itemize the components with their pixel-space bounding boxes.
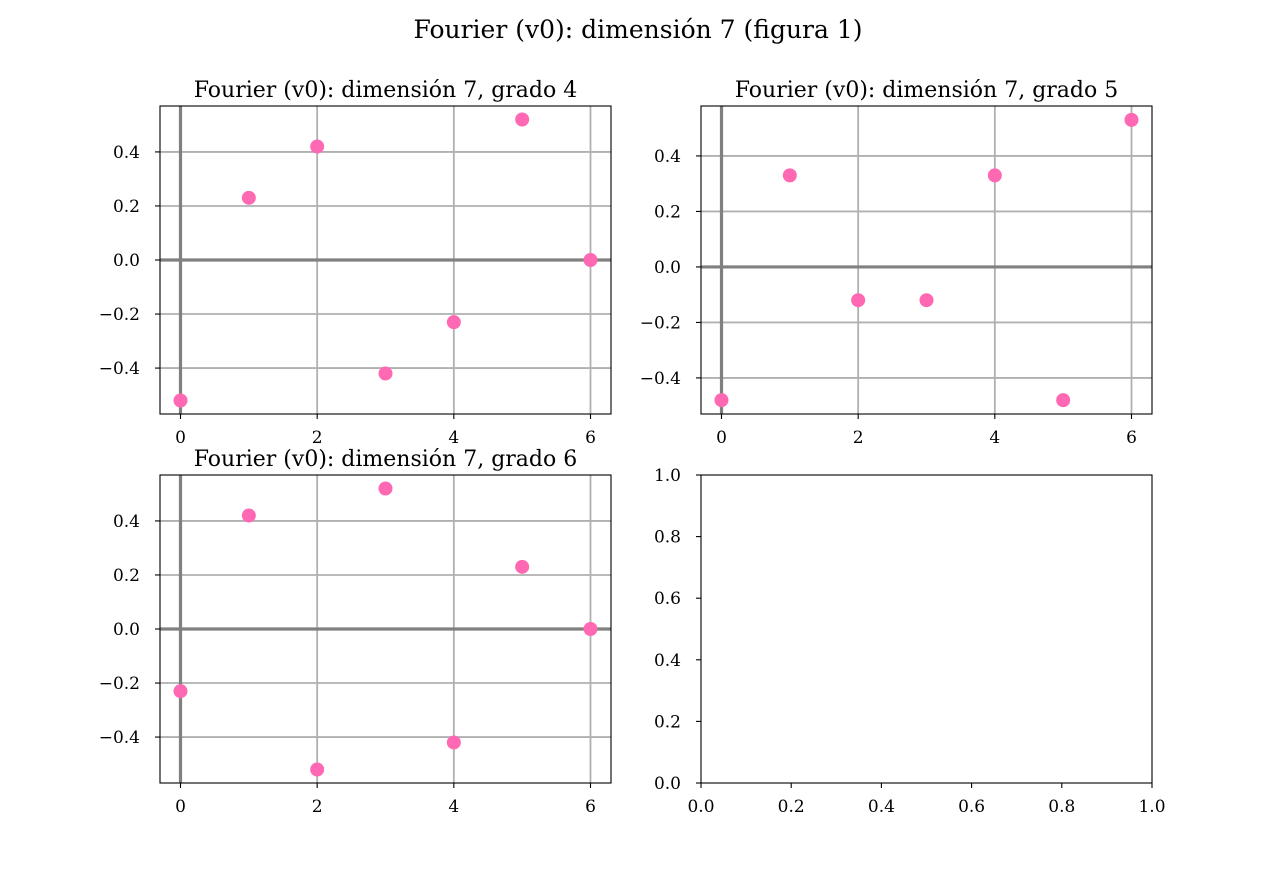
x-tick-label: 6 [585,428,596,448]
axes-frame [700,474,1153,784]
subplot-grid: 0 2 4 6 −0.4 −0.2 0.0 0.2 0.4 Fourier (v0): dimen… [99,78,1166,817]
axes-frame [700,105,1153,415]
x-tick-label: 0 [175,428,186,448]
figure-title: Fourier (v0): dimensión 7 (figura 1) [413,15,862,44]
y-tick-label: −0.2 [640,313,681,333]
y-tick-label: −0.4 [640,369,681,389]
x-tick-label: 0.4 [868,797,895,817]
x-tick-label: 2 [312,428,323,448]
y-tick-label: 0.2 [113,197,140,217]
data-point [851,293,866,308]
x-tick-label: 4 [448,428,459,448]
y-tick-label: 0.8 [654,528,681,548]
subplot-2: 0 2 4 6 −0.4 −0.2 0.0 0.2 0.4 Fourier (v0): dimen… [640,78,1153,448]
data-point [173,684,188,699]
y-tick-label: 0.4 [654,651,681,671]
y-tick-label: 0.2 [113,566,140,586]
data-point [1124,112,1139,127]
data-point [1056,393,1071,408]
data-point [515,559,530,574]
y-tick-label: 0.2 [654,712,681,732]
data-point [241,190,256,205]
data-point [310,762,325,777]
x-tick-label: 0 [716,428,727,448]
data-point [173,393,188,408]
data-point [583,622,598,636]
data-point [241,508,256,523]
x-tick-label: 0.6 [958,797,985,817]
data-point [378,366,393,381]
x-tick-label: 0.2 [778,797,805,817]
x-tick-label: 6 [1126,428,1137,448]
y-tick-label: −0.4 [99,359,140,379]
y-tick-label: 0.0 [113,620,140,640]
y-tick-label: 0.4 [113,143,140,163]
data-point [782,168,797,183]
data-point [515,112,530,127]
data-point [378,481,393,496]
y-tick-label: 0.0 [113,251,140,271]
x-tick-label: 1.0 [1138,797,1165,817]
data-point [310,139,325,154]
subplot-4: 0.0 0.2 0.4 0.6 0.8 1.0 0.0 0.2 0.4 0.6 0.8 1.0 [654,466,1166,817]
y-tick-label: 1.0 [654,466,681,486]
subplot-3: 0 2 4 6 −0.4 −0.2 0.0 0.2 0.4 Fourier (v0): dimen… [99,447,612,817]
y-tick-label: 0.6 [654,589,681,609]
subplot-title: Fourier (v0): dimensión 7, grado 4 [194,78,577,103]
y-tick-label: −0.2 [99,674,140,694]
y-tick-label: 0.0 [654,258,681,278]
x-tick-label: 0 [175,797,186,817]
y-tick-label: −0.4 [99,728,140,748]
data-point [714,393,729,408]
x-tick-label: 4 [989,428,1000,448]
subplot-title: Fourier (v0): dimensión 7, grado 6 [194,447,577,472]
data-point [987,168,1002,183]
x-tick-label: 0.8 [1048,797,1075,817]
x-tick-label: 0.0 [687,797,714,817]
x-tick-label: 2 [312,797,323,817]
y-tick-label: 0.4 [654,147,681,167]
subplot-title: Fourier (v0): dimensión 7, grado 5 [735,78,1118,103]
y-tick-label: 0.0 [654,774,681,794]
y-tick-label: 0.2 [654,202,681,222]
data-point [446,735,461,750]
data-point [583,253,598,267]
y-tick-label: −0.2 [99,305,140,325]
y-tick-label: 0.4 [113,512,140,532]
data-point [446,315,461,330]
data-point [919,293,934,308]
x-tick-label: 6 [585,797,596,817]
subplot-1: 0 2 4 6 −0.4 −0.2 0.0 0.2 0.4 Fourier (v0): dimen… [99,78,612,448]
x-tick-label: 4 [448,797,459,817]
x-tick-label: 2 [853,428,864,448]
